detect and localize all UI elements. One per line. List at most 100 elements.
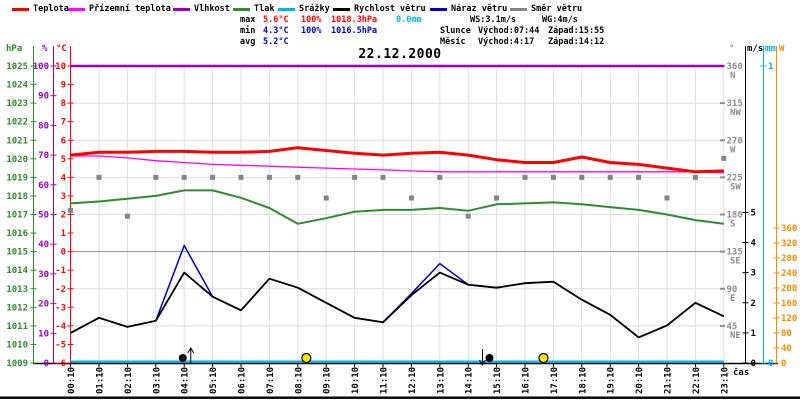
series-Přízemní teplota <box>70 155 724 174</box>
svg-text:2: 2 <box>61 211 66 221</box>
legend-label: Směr větru <box>531 4 583 14</box>
svg-text:360: 360 <box>727 62 743 72</box>
svg-text:1017: 1017 <box>6 211 28 221</box>
svg-text:1022: 1022 <box>6 118 28 128</box>
svg-text:40: 40 <box>38 240 49 250</box>
series-dot-smer-vetru <box>522 174 528 180</box>
svg-text:19:10: 19:10 <box>607 367 617 394</box>
svg-text:1018: 1018 <box>6 192 28 202</box>
svg-text:-2: -2 <box>55 285 66 295</box>
svg-text:50: 50 <box>38 211 49 221</box>
svg-text:10:10: 10:10 <box>351 367 361 394</box>
pressure-axis-unit: hPa <box>6 44 23 54</box>
stat-max-humidity: 100% <box>301 15 322 25</box>
legend-item-rychlost-vetru: Rychlost větru <box>333 4 426 14</box>
series-dot-smer-vetru <box>721 155 727 161</box>
series-dot-smer-vetru <box>266 174 272 180</box>
series-dot-smer-vetru <box>636 174 642 180</box>
series-dot-smer-vetru <box>437 174 443 180</box>
x-axis-title: čas <box>733 368 750 378</box>
svg-text:80: 80 <box>38 121 49 131</box>
svg-text:0: 0 <box>44 359 49 369</box>
series-dot-smer-vetru <box>124 213 130 219</box>
stat-max-pressure: 1018.3hPa <box>331 15 378 25</box>
svg-text:-4: -4 <box>55 322 66 332</box>
stat-avg-temp: 5.2°C <box>263 37 289 47</box>
svg-text:4: 4 <box>61 173 67 183</box>
series-dot-smer-vetru <box>210 174 216 180</box>
moonset-arrow-icon <box>479 349 486 366</box>
svg-text:E: E <box>730 294 735 304</box>
legend-item-smer-vetru: Směr větru <box>510 4 582 14</box>
legend-label: Srážky <box>299 4 330 14</box>
svg-text:200: 200 <box>781 284 797 294</box>
svg-text:1: 1 <box>768 62 773 72</box>
svg-text:W: W <box>730 145 736 155</box>
svg-text:1021: 1021 <box>6 136 28 146</box>
sun-label: Slunce <box>440 26 471 36</box>
temperature-axis-unit: °C <box>56 44 67 54</box>
svg-text:20: 20 <box>38 300 49 310</box>
series-dot-smer-vetru <box>295 174 301 180</box>
svg-text:10: 10 <box>38 329 49 339</box>
svg-text:1: 1 <box>61 229 66 239</box>
stat-min-humidity: 100% <box>301 26 322 36</box>
series-dot-smer-vetru <box>68 207 74 213</box>
svg-text:07:10: 07:10 <box>266 367 276 394</box>
series-dot-smer-vetru <box>238 174 244 180</box>
svg-text:0: 0 <box>768 359 773 369</box>
svg-text:240: 240 <box>781 269 797 279</box>
radiation-axis-unit: W <box>779 44 785 54</box>
svg-text:8: 8 <box>61 99 66 109</box>
series-Tlak <box>70 189 724 225</box>
svg-text:SE: SE <box>730 257 741 267</box>
svg-text:1019: 1019 <box>6 173 28 183</box>
svg-text:160: 160 <box>781 299 797 309</box>
svg-text:3: 3 <box>751 269 756 279</box>
svg-text:320: 320 <box>781 239 797 249</box>
svg-text:270: 270 <box>727 136 743 146</box>
svg-text:-5: -5 <box>55 340 66 350</box>
svg-text:04:10: 04:10 <box>181 367 191 394</box>
svg-text:45: 45 <box>727 322 738 332</box>
svg-text:1015: 1015 <box>6 248 28 258</box>
legend-item-tlak: Tlak <box>233 4 274 14</box>
svg-text:12:10: 12:10 <box>408 367 418 394</box>
svg-text:22:10: 22:10 <box>692 367 702 394</box>
svg-text:4: 4 <box>751 239 757 249</box>
svg-text:-1: -1 <box>55 266 66 276</box>
legend-label: Teplota <box>33 4 69 14</box>
series-dot-smer-vetru <box>550 174 556 180</box>
svg-text:1016: 1016 <box>6 229 28 239</box>
series-Teplota <box>70 146 724 174</box>
svg-text:02:10: 02:10 <box>124 367 134 394</box>
svg-text:14:10: 14:10 <box>465 367 475 394</box>
svg-text:01:10: 01:10 <box>96 367 106 394</box>
svg-text:90: 90 <box>38 92 49 102</box>
series-dot-smer-vetru <box>181 174 187 180</box>
series-dot-smer-vetru <box>352 174 358 180</box>
legend-swatch-teplota <box>12 7 29 11</box>
svg-text:225: 225 <box>727 173 743 183</box>
svg-text:23:10: 23:10 <box>720 367 730 394</box>
moon-label: Měsíc <box>440 37 466 47</box>
sunrise-marker <box>301 352 312 364</box>
svg-text:6: 6 <box>61 136 66 146</box>
moonrise-time: Východ:4:17 <box>478 37 535 47</box>
svg-text:09:10: 09:10 <box>323 367 333 394</box>
svg-text:N: N <box>730 71 735 81</box>
svg-text:1023: 1023 <box>6 99 28 109</box>
svg-text:1012: 1012 <box>6 303 28 313</box>
svg-text:NW: NW <box>730 108 741 118</box>
svg-text:30: 30 <box>38 270 49 280</box>
svg-text:90: 90 <box>727 285 738 295</box>
legend-label: Přízemní teplota <box>89 4 171 14</box>
moonset-marker <box>485 354 494 362</box>
legend-item-vlhkost: Vlhkost <box>173 4 230 14</box>
svg-text:5: 5 <box>61 155 66 165</box>
legend-item-naraz-vetru: Náraz větru <box>430 4 507 14</box>
legend-swatch-vlhkost <box>173 7 190 11</box>
sunset-marker <box>538 352 549 364</box>
stat-max-temp: 5.6°C <box>263 15 289 25</box>
stat-avg-label: avg <box>240 37 256 47</box>
